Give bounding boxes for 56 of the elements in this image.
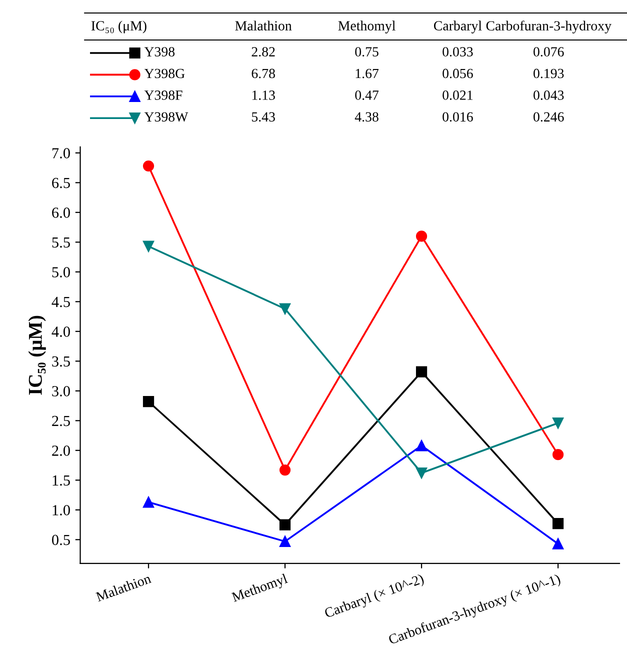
text: 1.13 bbox=[252, 90, 275, 100]
y-tick-label: 2.5 bbox=[52, 416, 70, 426]
point bbox=[552, 417, 564, 429]
y-tick-label: 6.5 bbox=[52, 178, 70, 188]
text: 0.75 bbox=[355, 47, 378, 57]
text: 0.193 bbox=[534, 68, 564, 78]
text: Carbofuran-3-hydroxy bbox=[486, 20, 612, 34]
text: 2.82 bbox=[252, 47, 275, 57]
point bbox=[552, 449, 564, 460]
point bbox=[552, 518, 564, 530]
point bbox=[279, 464, 291, 476]
text: 0.033 bbox=[442, 47, 473, 57]
text: 6.78 bbox=[252, 68, 275, 78]
legend-label: Y398 bbox=[144, 47, 175, 56]
point bbox=[142, 240, 154, 252]
y-tick-label: 3.5 bbox=[52, 356, 70, 367]
y-tick-label: 5.5 bbox=[52, 237, 70, 248]
y-tick-label: 1.0 bbox=[52, 505, 70, 516]
legend-label: Y398F bbox=[144, 90, 182, 100]
text: Malathion bbox=[235, 20, 292, 30]
y-tick-label: 0.5 bbox=[52, 534, 70, 546]
y-tick-label: 1.5 bbox=[52, 475, 70, 486]
legend-label: Y398G bbox=[144, 68, 185, 78]
text: IC₅₀ (μM) bbox=[91, 20, 146, 34]
point bbox=[142, 396, 154, 408]
y-tick-label: 2.0 bbox=[52, 446, 70, 456]
y-tick-label: 3.0 bbox=[52, 386, 70, 396]
text: 4.38 bbox=[354, 112, 378, 122]
text: 0.043 bbox=[534, 90, 564, 100]
y-tick-label: 7.0 bbox=[52, 148, 70, 158]
y-tick-label: 4.5 bbox=[52, 296, 70, 308]
point bbox=[552, 538, 564, 550]
y-axis-title: IC₅₀ (μM) bbox=[28, 316, 46, 395]
point bbox=[279, 519, 291, 530]
y-tick-label: 6.0 bbox=[52, 208, 70, 218]
point bbox=[416, 230, 428, 242]
y-tick-label: 5.0 bbox=[52, 267, 70, 278]
point bbox=[416, 366, 428, 378]
point bbox=[416, 467, 428, 479]
text: 0.47 bbox=[355, 90, 379, 100]
text: Carbaryl bbox=[434, 20, 482, 34]
point bbox=[416, 440, 428, 452]
point bbox=[279, 303, 291, 314]
text: 0.246 bbox=[534, 112, 564, 122]
text: 0.076 bbox=[534, 47, 564, 57]
text: 0.056 bbox=[442, 68, 473, 78]
text: 0.021 bbox=[442, 90, 472, 100]
point bbox=[279, 536, 291, 547]
legend-label: Y398W bbox=[144, 112, 188, 122]
text: 1.67 bbox=[356, 68, 379, 78]
text: 0.016 bbox=[442, 112, 473, 122]
y-tick-label: 4.0 bbox=[52, 326, 70, 337]
point bbox=[142, 496, 154, 508]
text: 5.43 bbox=[252, 112, 275, 122]
text: Methomyl bbox=[338, 20, 396, 34]
point bbox=[142, 160, 154, 172]
